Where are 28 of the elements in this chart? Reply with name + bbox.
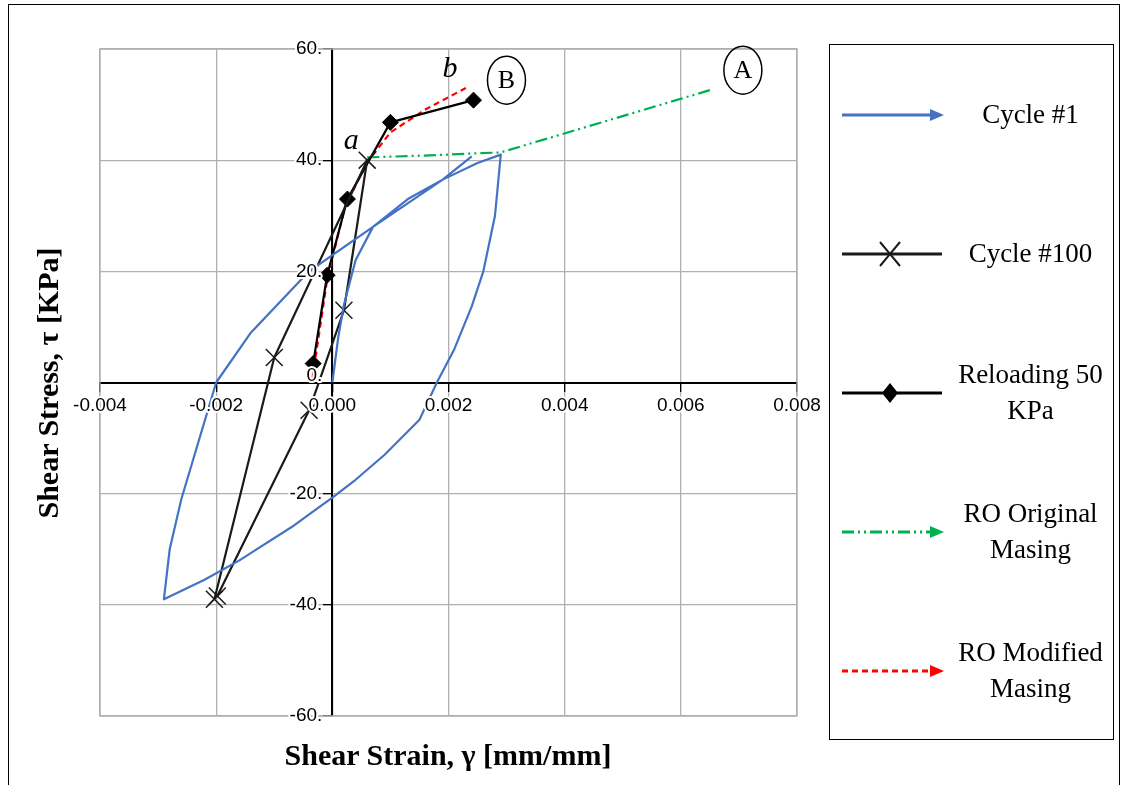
y-axis-title: Shear Stress, τ [KPa] <box>31 247 65 519</box>
legend-label: Reloading 50 KPa <box>957 358 1104 427</box>
y-tick-label: 40. <box>295 148 323 170</box>
annotation: b <box>442 49 458 83</box>
legend-label: RO Original Masing <box>962 497 1099 566</box>
x-axis-title: Shear Strain, γ [mm/mm] <box>284 738 612 772</box>
x-tick-label: -0.004 <box>73 394 128 416</box>
y-tick-label: 60. <box>295 37 323 59</box>
line-series <box>366 89 711 159</box>
legend-label: RO Modified Masing <box>957 636 1104 705</box>
point <box>357 150 377 170</box>
y-tick-label: -60. <box>289 704 323 726</box>
point <box>205 590 224 609</box>
point <box>265 348 284 367</box>
point <box>334 301 354 320</box>
y-tick-label: -40. <box>289 593 323 615</box>
x-tick-label: 0.004 <box>540 394 589 416</box>
annotation: B <box>497 64 516 94</box>
x-tick-label: 0.006 <box>657 394 705 416</box>
x-tick-label: 0.008 <box>773 394 821 416</box>
annotation: A <box>733 54 753 84</box>
legend-label: Cycle #1 <box>981 97 1080 131</box>
point <box>381 113 399 131</box>
point <box>208 586 227 606</box>
y-tick-label: -20. <box>289 481 323 503</box>
legend-label: Cycle #100 <box>967 236 1094 270</box>
point <box>464 91 482 109</box>
annotation: a <box>343 122 359 156</box>
